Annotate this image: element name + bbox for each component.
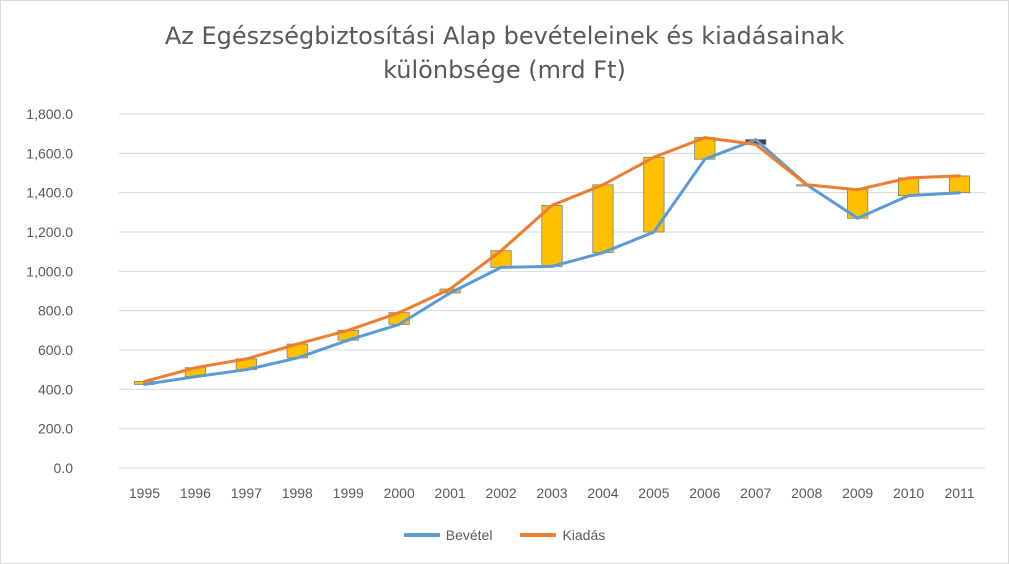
chart-title: Az Egészségbiztosítási Alap bevételeinek…	[1, 19, 1008, 87]
y-tick-label-5: 1,000.0	[26, 263, 73, 279]
legend-label-bevetel: Bevétel	[445, 527, 493, 543]
x-tick-label-2003: 2003	[536, 485, 567, 501]
y-tick-label-2: 400.0	[38, 381, 73, 397]
y-tick-label-4: 800.0	[38, 303, 73, 319]
x-tick-label-1997: 1997	[231, 485, 262, 501]
difference-bar-2011	[948, 175, 971, 194]
x-tick-label-2000: 2000	[384, 485, 415, 501]
x-tick-label-1998: 1998	[282, 485, 313, 501]
chart-title-line-1: Az Egészségbiztosítási Alap bevételeinek…	[164, 22, 845, 50]
y-tick-label-3: 600.0	[38, 342, 73, 358]
series-line-bevetel	[143, 138, 961, 386]
difference-bar-2004	[592, 184, 614, 254]
difference-bar-2002	[490, 250, 512, 268]
x-tick-label-2001: 2001	[435, 485, 466, 501]
y-tick-label-8: 1,600.0	[26, 145, 73, 161]
chart-title-line-2: különbsége (mrd Ft)	[383, 56, 626, 84]
x-tick-label-1995: 1995	[129, 485, 160, 501]
legend-swatch-bevetel	[403, 533, 440, 537]
x-tick-label-2009: 2009	[842, 485, 873, 501]
x-tick-label-2004: 2004	[587, 485, 618, 501]
y-tick-label-6: 1,200.0	[26, 224, 73, 240]
x-tick-label-1999: 1999	[333, 485, 364, 501]
y-tick-label-1: 200.0	[38, 421, 73, 437]
x-tick-label-2010: 2010	[893, 485, 924, 501]
x-tick-label-2008: 2008	[791, 485, 822, 501]
x-tick-label-2002: 2002	[485, 485, 516, 501]
y-tick-label-0: 0.0	[54, 460, 74, 476]
legend-item-kiadas: Kiadás	[520, 527, 605, 543]
legend-swatch-kiadas	[520, 533, 557, 537]
x-tick-label-2011: 2011	[944, 485, 974, 501]
x-tick-label-2005: 2005	[638, 485, 669, 501]
x-tick-label-2007: 2007	[740, 485, 771, 501]
legend-label-kiadas: Kiadás	[562, 527, 606, 543]
series-line-kiadas	[143, 136, 961, 383]
legend-item-bevetel: Bevétel	[403, 527, 493, 543]
chart-legend: Bevétel Kiadás	[1, 524, 1008, 546]
y-tick-label-9: 1,800.0	[26, 106, 73, 122]
x-tick-label-2006: 2006	[689, 485, 720, 501]
difference-bar-2003	[541, 205, 563, 267]
x-tick-label-1996: 1996	[180, 485, 211, 501]
y-tick-label-7: 1,400.0	[26, 185, 73, 201]
